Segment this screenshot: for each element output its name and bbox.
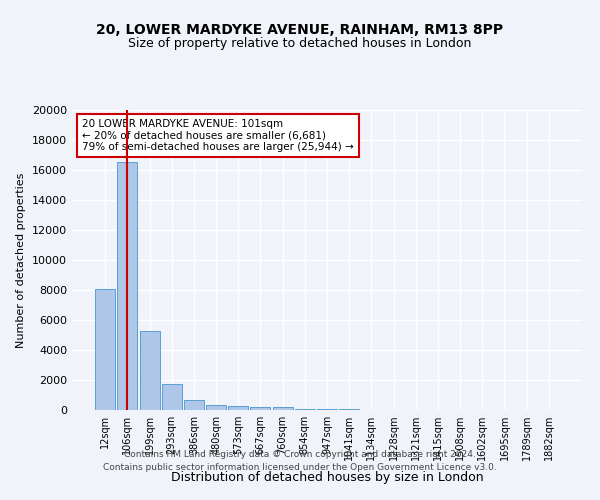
Bar: [140, 330, 160, 410]
Text: 20, LOWER MARDYKE AVENUE, RAINHAM, RM13 8PP: 20, LOWER MARDYKE AVENUE, RAINHAM, RM13 …: [97, 22, 503, 36]
Text: Contains HM Land Registry data © Crown copyright and database right 2024.: Contains HM Land Registry data © Crown c…: [124, 450, 476, 459]
Y-axis label: Number of detached properties: Number of detached properties: [16, 172, 26, 348]
Text: 20 LOWER MARDYKE AVENUE: 101sqm
← 20% of detached houses are smaller (6,681)
79%: 20 LOWER MARDYKE AVENUE: 101sqm ← 20% of…: [82, 119, 354, 152]
Bar: [250, 407, 271, 410]
Bar: [206, 405, 226, 410]
Bar: [228, 406, 248, 410]
Bar: [118, 162, 137, 410]
Text: Contains public sector information licensed under the Open Government Licence v3: Contains public sector information licen…: [103, 462, 497, 471]
Bar: [295, 408, 315, 410]
Bar: [272, 408, 293, 410]
Text: Size of property relative to detached houses in London: Size of property relative to detached ho…: [128, 38, 472, 51]
Bar: [184, 400, 204, 410]
Bar: [95, 288, 115, 410]
X-axis label: Distribution of detached houses by size in London: Distribution of detached houses by size …: [170, 472, 484, 484]
Bar: [162, 384, 182, 410]
Bar: [317, 409, 337, 410]
